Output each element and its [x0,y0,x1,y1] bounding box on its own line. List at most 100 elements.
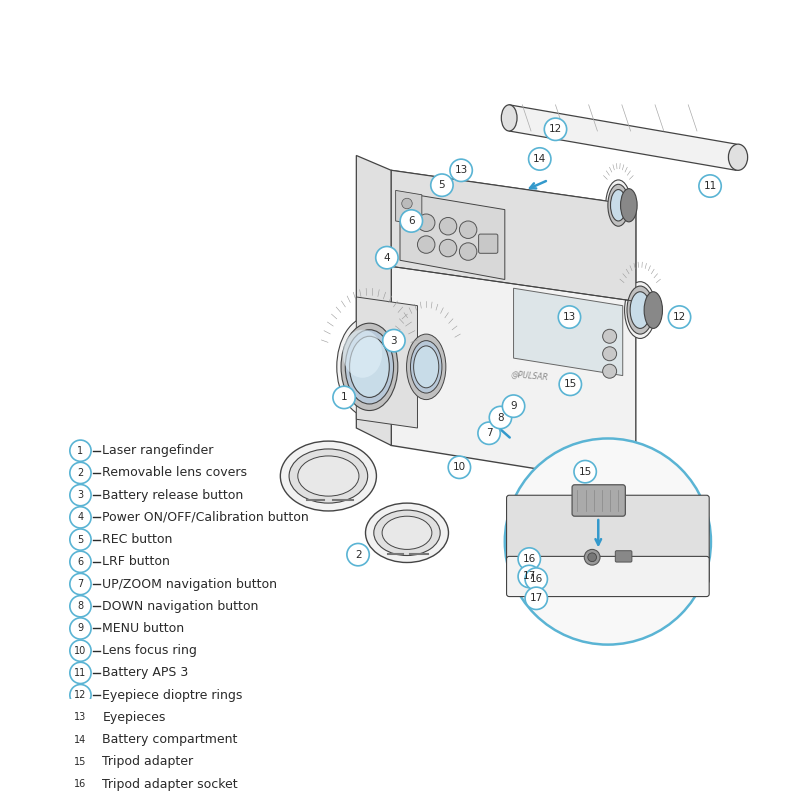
Circle shape [544,118,566,141]
Circle shape [70,662,91,683]
Circle shape [502,395,525,418]
Text: Battery compartment: Battery compartment [102,733,238,746]
Circle shape [558,306,581,328]
Circle shape [505,438,711,645]
Text: 10: 10 [453,462,466,472]
Ellipse shape [406,334,446,400]
Text: 7: 7 [486,428,493,438]
Circle shape [478,422,500,445]
Text: 5: 5 [438,180,446,190]
Circle shape [459,243,477,260]
Ellipse shape [414,346,438,388]
Circle shape [70,529,91,550]
Circle shape [70,551,91,573]
Text: 15: 15 [564,379,577,390]
Text: 8: 8 [78,602,83,611]
Circle shape [418,214,435,231]
Ellipse shape [346,330,394,404]
Text: 1: 1 [341,393,347,402]
Circle shape [518,566,541,588]
Text: 16: 16 [530,574,543,584]
Polygon shape [391,170,636,302]
Ellipse shape [625,282,656,338]
Polygon shape [514,288,622,375]
Text: 12: 12 [673,312,686,322]
Text: 7: 7 [78,579,83,589]
Text: Tripod adapter socket: Tripod adapter socket [102,778,238,790]
Polygon shape [396,190,422,226]
Circle shape [439,218,457,235]
Ellipse shape [644,292,662,329]
Polygon shape [356,155,391,446]
Text: REC button: REC button [102,533,173,546]
Circle shape [70,506,91,528]
Text: Power ON/OFF/Calibration button: Power ON/OFF/Calibration button [102,511,309,524]
Text: 14: 14 [74,734,86,745]
Text: 9: 9 [78,623,83,634]
Circle shape [559,373,582,395]
FancyBboxPatch shape [506,556,710,597]
Circle shape [382,330,405,352]
Text: 8: 8 [497,413,504,422]
Circle shape [602,330,617,343]
Text: Laser rangefinder: Laser rangefinder [102,444,214,457]
Circle shape [574,461,596,483]
Ellipse shape [610,190,626,221]
Ellipse shape [341,323,398,410]
Ellipse shape [402,327,450,406]
Circle shape [70,774,91,794]
Ellipse shape [366,503,449,562]
Ellipse shape [359,314,411,393]
Circle shape [529,148,551,170]
Circle shape [525,568,547,590]
Text: Tripod adapter: Tripod adapter [102,755,194,768]
Circle shape [584,550,600,565]
Circle shape [70,706,91,728]
FancyBboxPatch shape [478,234,498,254]
Text: 9: 9 [510,401,517,411]
Ellipse shape [502,105,517,131]
Text: 1: 1 [78,446,83,456]
Ellipse shape [627,286,654,334]
Text: LRF button: LRF button [102,555,170,568]
Circle shape [699,175,722,198]
Text: MENU button: MENU button [102,622,185,635]
Ellipse shape [280,441,377,511]
Ellipse shape [729,144,748,170]
Text: DOWN navigation button: DOWN navigation button [102,600,259,613]
Circle shape [490,406,512,429]
Text: 3: 3 [78,490,83,500]
Text: 5: 5 [78,534,83,545]
Circle shape [518,548,541,570]
FancyBboxPatch shape [615,550,632,562]
Circle shape [70,796,91,800]
Circle shape [448,456,470,478]
Ellipse shape [342,330,382,378]
Ellipse shape [630,292,650,329]
Ellipse shape [374,510,440,555]
Circle shape [430,174,453,196]
Circle shape [450,159,472,182]
Circle shape [400,210,422,232]
Text: @PULSAR: @PULSAR [510,370,548,382]
Circle shape [333,386,355,409]
Text: Eyepieces: Eyepieces [102,711,166,724]
FancyBboxPatch shape [506,495,710,583]
Text: 13: 13 [563,312,576,322]
Ellipse shape [608,184,629,226]
Ellipse shape [289,449,368,503]
Text: Eyepiece dioptre rings: Eyepiece dioptre rings [102,689,243,702]
Circle shape [668,306,690,328]
Circle shape [459,221,477,238]
Text: 15: 15 [74,757,86,766]
Text: Removable lens covers: Removable lens covers [102,466,247,479]
Ellipse shape [382,516,432,550]
Polygon shape [391,170,636,485]
Polygon shape [356,297,418,428]
Circle shape [602,346,617,361]
Circle shape [402,211,412,222]
Text: 16: 16 [522,554,536,564]
Circle shape [70,440,91,462]
Circle shape [70,485,91,506]
Text: 11: 11 [703,181,717,191]
